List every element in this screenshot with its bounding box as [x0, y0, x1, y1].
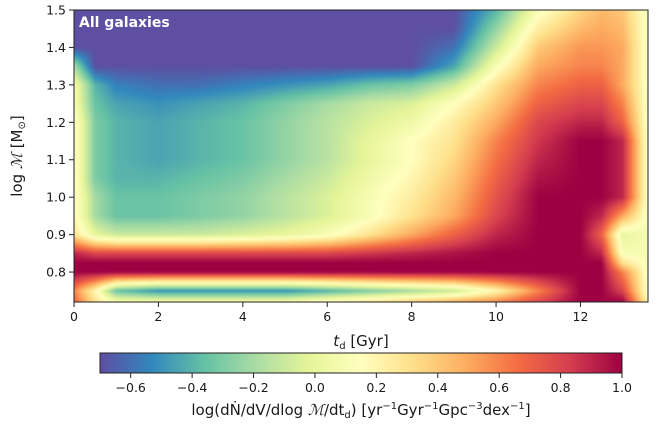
- colorbar-tick-label: 1.0: [612, 380, 632, 395]
- colorbar-tick-label: 0.6: [489, 380, 509, 395]
- colorbar-image-frame: [100, 353, 622, 373]
- x-tick-label: 10: [488, 309, 504, 324]
- colorbar-ticks: −0.6 −0.4 −0.2 0.0 0.2 0.4 0.6 0.8 1.0: [116, 373, 632, 395]
- colorbar-tick-label: 0.8: [551, 380, 571, 395]
- y-tick-label: 1.3: [46, 77, 66, 92]
- heatmap-image: [74, 10, 648, 302]
- colorbar-gradient: [100, 353, 622, 373]
- x-axis-label: td [Gyr]: [333, 332, 388, 352]
- y-tick-label: 1.0: [46, 190, 66, 205]
- y-tick-label: 1.2: [46, 115, 66, 130]
- y-tick-label: 1.1: [46, 152, 66, 167]
- colorbar-tick-label: −0.4: [177, 380, 207, 395]
- colorbar-tick-label: 0.4: [428, 380, 448, 395]
- plot-frame: [73, 9, 649, 303]
- colorbar-label: log(dṄ/dV/dlog ℳ/dtd) [yr−1Gyr−1Gpc−3dex…: [191, 400, 530, 421]
- x-tick-label: 2: [154, 309, 162, 324]
- colorbar: −0.6 −0.4 −0.2 0.0 0.2 0.4 0.6 0.8 1.0: [99, 352, 632, 395]
- y-tick-label: 0.8: [46, 265, 66, 280]
- colorbar-tick-label: −0.2: [238, 380, 268, 395]
- x-tick-label: 12: [573, 309, 589, 324]
- x-tick-label: 0: [70, 309, 78, 324]
- colorbar-frame: [99, 352, 623, 374]
- y-tick-label: 0.9: [46, 227, 66, 242]
- colorbar-tick-label: 0.2: [366, 380, 386, 395]
- colorbar-tick-label: −0.6: [116, 380, 146, 395]
- y-axis-label: log ℳ [M⊙]: [8, 115, 28, 197]
- x-tick-label: 6: [323, 309, 331, 324]
- x-axis: 0 2 4 6 8 10 12: [70, 302, 588, 324]
- heatmap-image-frame: [74, 10, 648, 302]
- panel-title: All galaxies: [79, 15, 170, 31]
- y-tick-label: 1.5: [46, 3, 66, 18]
- x-tick-label: 4: [239, 309, 247, 324]
- x-tick-label: 8: [408, 309, 416, 324]
- heatmap-plot-area: [73, 9, 649, 303]
- colorbar-tick-label: 0.0: [305, 380, 325, 395]
- y-axis: 0.8 0.9 1.0 1.1 1.2 1.3 1.4 1.5: [46, 3, 74, 280]
- y-tick-label: 1.4: [46, 40, 66, 55]
